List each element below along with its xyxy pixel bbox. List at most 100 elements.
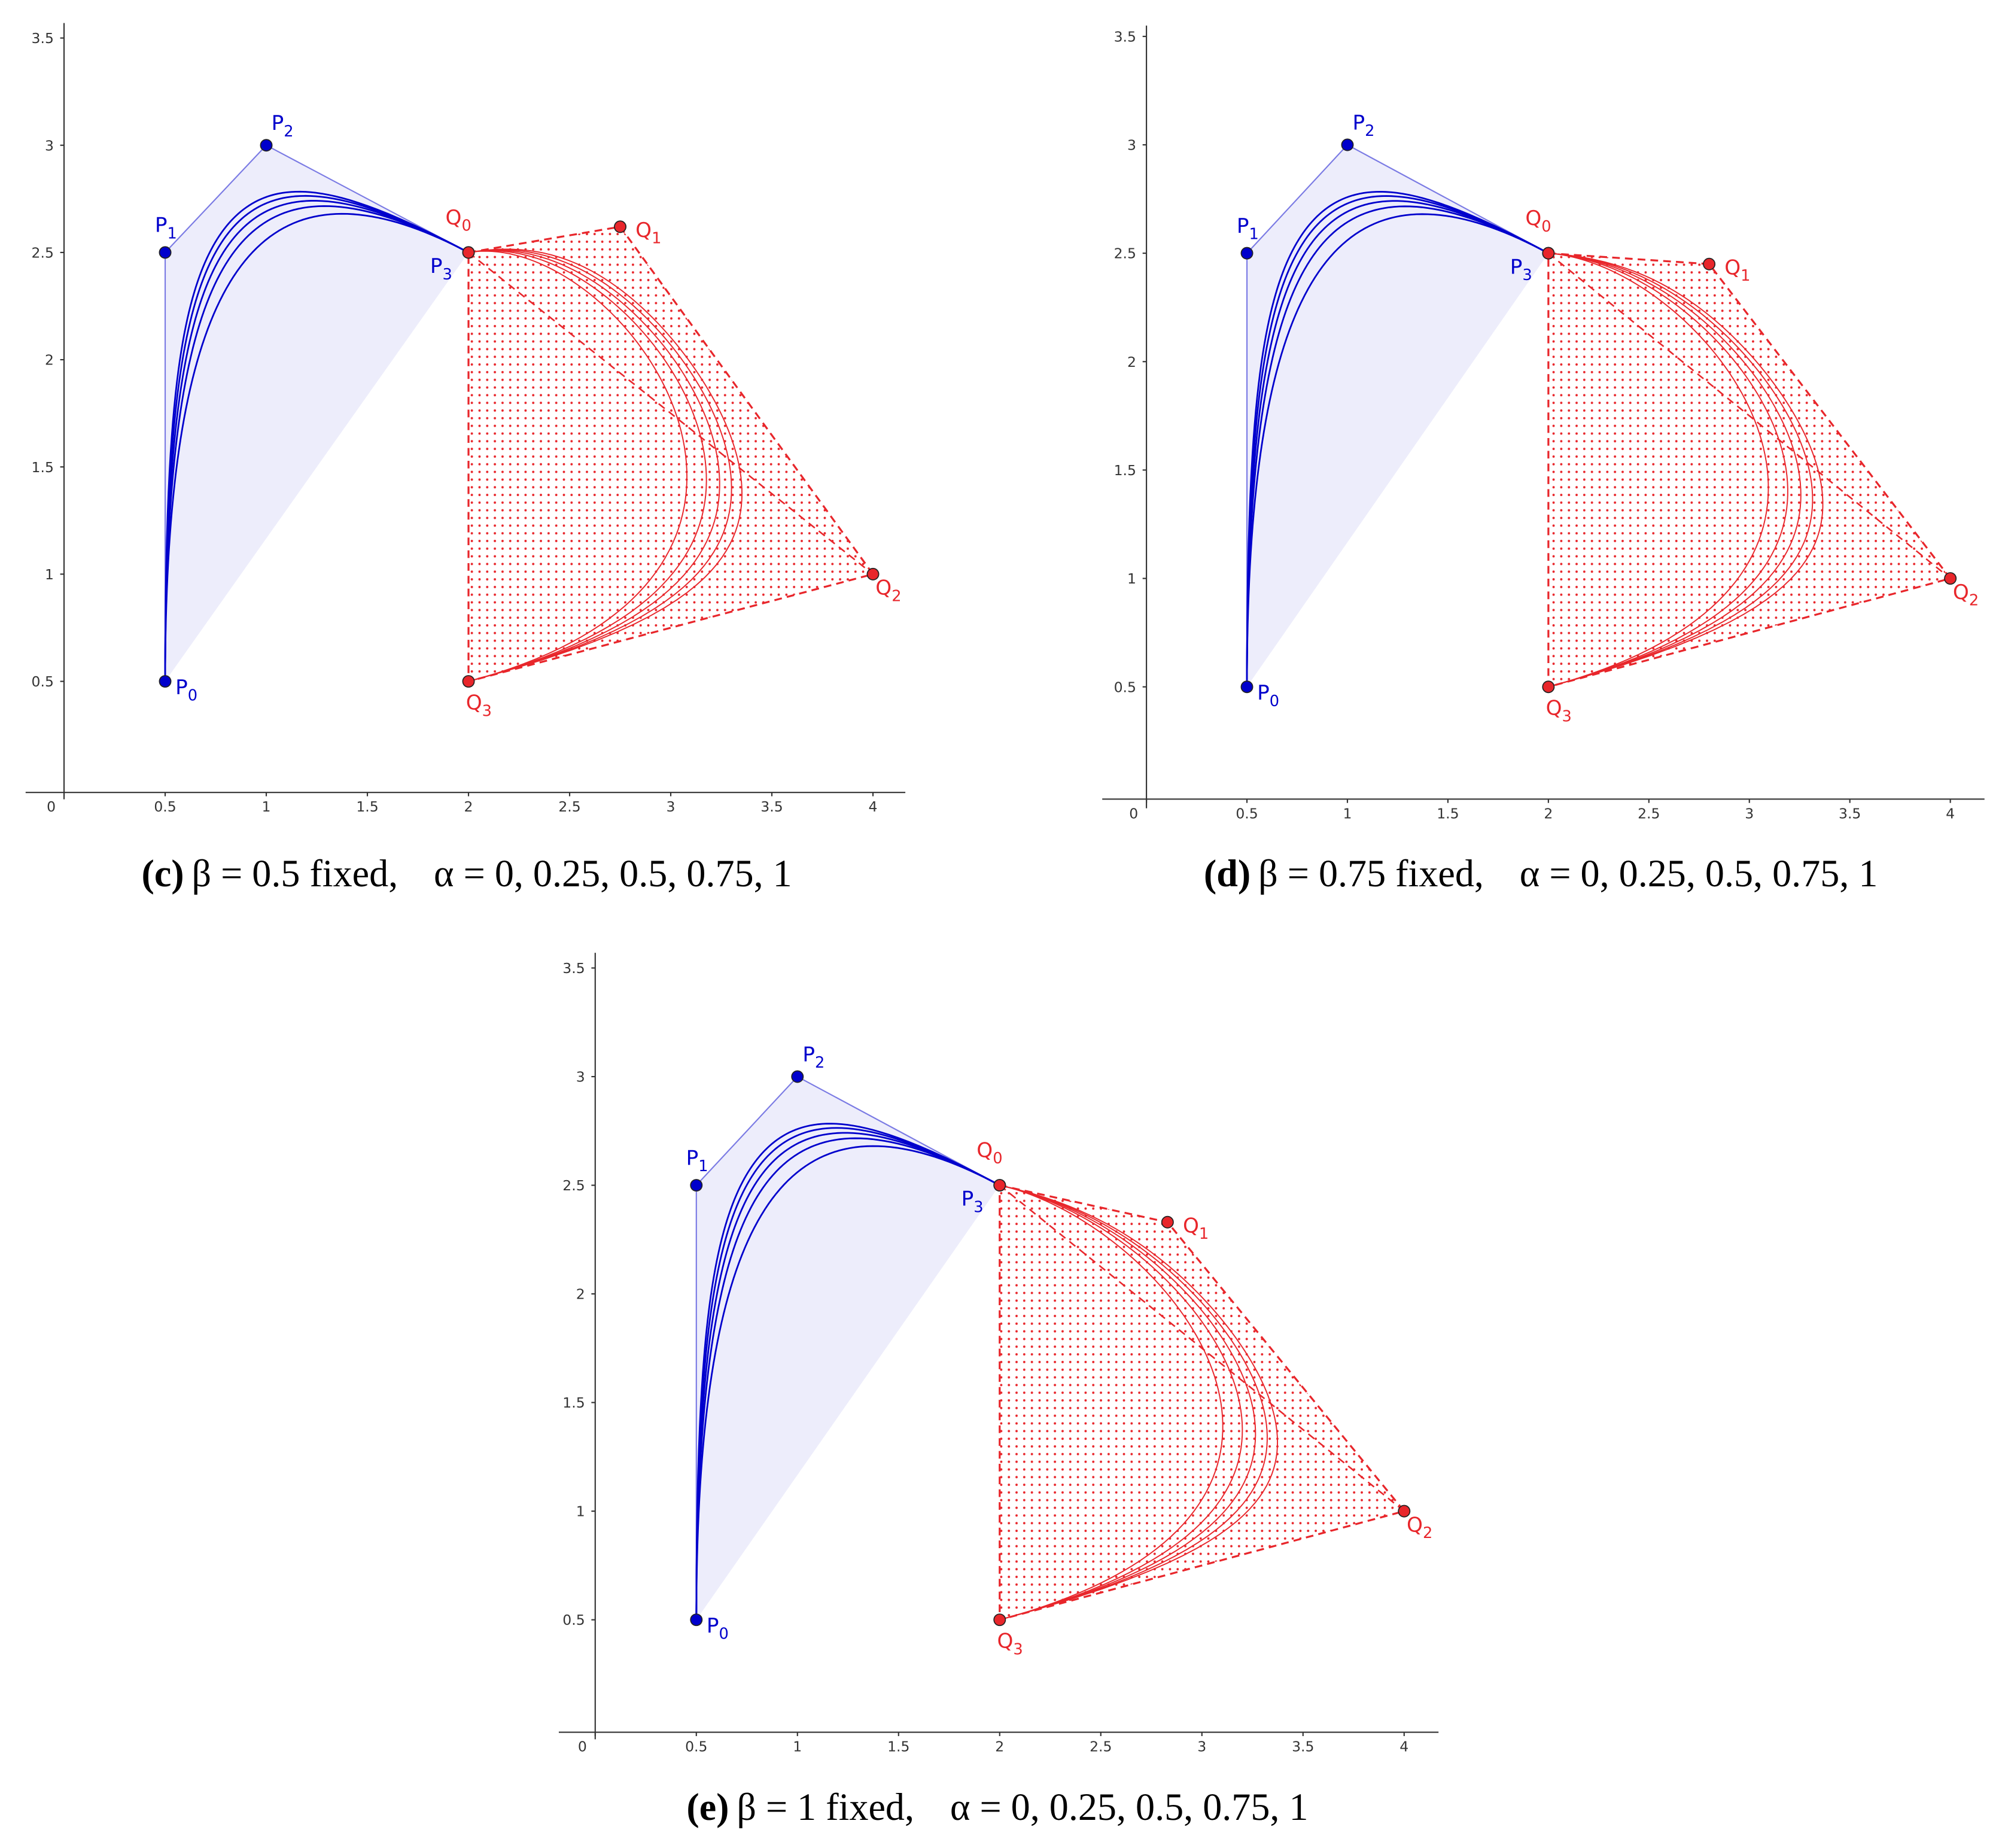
point-label: P2 [272, 111, 294, 141]
point-label: P3 [430, 254, 452, 284]
x-tick-label: 4 [1946, 805, 1955, 822]
point-index: 0 [188, 687, 197, 705]
point-label: Q2 [1953, 580, 1979, 610]
curve [1548, 253, 1814, 688]
caption-beta: β = 0.5 fixed, [191, 852, 398, 895]
curve [1246, 213, 1549, 687]
point-index: 0 [1270, 692, 1279, 710]
point-index: 0 [1541, 218, 1551, 236]
y-tick-label: 1 [576, 1503, 585, 1520]
y-tick-label: 3 [45, 137, 54, 154]
y-tick-label: 2.5 [32, 244, 54, 261]
curve [164, 205, 469, 682]
control-hull [999, 1185, 1404, 1620]
point-index: 3 [482, 702, 492, 720]
x-tick-label: 3.5 [1839, 805, 1861, 822]
y-tick-label: 2 [576, 1286, 585, 1303]
curve [695, 1127, 1000, 1620]
control-polygon [164, 144, 469, 682]
point-name: Q [635, 218, 652, 242]
y-tick-label: 3.5 [32, 30, 54, 47]
y-tick-label: 3.5 [1114, 28, 1136, 45]
x-tick-label: 0 [578, 1738, 587, 1755]
caption-alpha: α = 0, 0.25, 0.5, 0.75, 1 [434, 852, 792, 895]
point-label: Q0 [1525, 206, 1551, 236]
point-name: Q [446, 206, 462, 230]
control-point [1240, 247, 1253, 260]
curve [999, 1184, 1268, 1621]
point-name: P [1353, 111, 1365, 135]
y-tick-label: 0.5 [1114, 679, 1136, 695]
curve [999, 1184, 1256, 1621]
curve [164, 200, 469, 682]
point-label: P0 [1257, 681, 1279, 710]
panel: 0 0.5 1 1.5 2 2.5 3 3.5 40.511.522.533.5P0P1P2P3… [1102, 25, 1985, 895]
control-point [690, 1613, 703, 1627]
point-index: 2 [1969, 591, 1979, 609]
caption-beta: β = 0.75 fixed, [1258, 852, 1484, 895]
y-tick-label: 0.5 [32, 673, 54, 690]
point-label: Q3 [997, 1630, 1023, 1659]
caption: (e) β = 1 fixed, α = 0, 0.25, 0.5, 0.75, 1 [686, 1786, 1308, 1828]
point-label: Q1 [1183, 1214, 1209, 1243]
point-index: 0 [993, 1150, 1002, 1168]
point-label: Q0 [446, 206, 471, 235]
point-name: P [430, 254, 443, 278]
point-label: P1 [686, 1146, 708, 1175]
point-index: 1 [1249, 226, 1259, 244]
point-index: 0 [719, 1625, 729, 1643]
curve [999, 1184, 1243, 1621]
x-tick-label: 0.5 [685, 1738, 707, 1755]
point-name: Q [1525, 206, 1541, 230]
x-tick-label: 2.5 [1090, 1738, 1112, 1755]
point-name: P [272, 111, 284, 135]
curve [695, 1145, 1000, 1620]
curve [1246, 205, 1549, 687]
point-index: 2 [1423, 1524, 1432, 1542]
control-diagonal [1548, 253, 1951, 579]
panel: 0 0.5 1 1.5 2 2.5 3 3.5 40.511.522.533.5P0P1P2P3… [558, 953, 1439, 1828]
curve [1548, 253, 1769, 688]
point-name: P [155, 214, 168, 238]
point-name: Q [997, 1630, 1014, 1654]
curve [468, 250, 720, 682]
y-tick-label: 3 [1127, 137, 1136, 154]
caption-alpha: α = 0, 0.25, 0.5, 0.75, 1 [1520, 852, 1878, 895]
x-tick-label: 2 [464, 798, 473, 815]
point-index: 1 [698, 1157, 708, 1175]
point-name: P [1257, 681, 1270, 705]
point-label: P0 [707, 1614, 729, 1643]
control-point [159, 675, 172, 688]
control-point [462, 246, 475, 259]
point-label: Q1 [635, 218, 661, 248]
y-tick-label: 2.5 [1114, 245, 1136, 262]
x-tick-label: 0.5 [1236, 805, 1258, 822]
point-index: 2 [815, 1054, 824, 1072]
caption-tag: (e) [686, 1786, 729, 1828]
x-tick-label: 1.5 [356, 798, 378, 815]
curve [1548, 253, 1788, 688]
point-name: Q [1183, 1214, 1199, 1238]
y-tick-label: 1.5 [32, 459, 54, 476]
curve [999, 1184, 1279, 1621]
control-hull [1548, 253, 1951, 687]
y-tick-label: 2 [45, 352, 54, 369]
curve [468, 248, 743, 682]
point-label: Q2 [1407, 1513, 1432, 1542]
y-tick-label: 1.5 [562, 1394, 585, 1411]
point-label: P3 [1510, 255, 1532, 284]
curve [468, 250, 707, 682]
curve [999, 1184, 1224, 1621]
point-index: 3 [1013, 1640, 1023, 1658]
control-point [993, 1613, 1006, 1627]
point-name: P [686, 1146, 699, 1170]
control-polygon [695, 1075, 1000, 1620]
control-point [462, 675, 475, 688]
point-label: P1 [1237, 214, 1259, 244]
point-name: P [707, 1614, 719, 1638]
control-point [791, 1070, 804, 1083]
control-diagonal [999, 1184, 1405, 1512]
point-label: P2 [1353, 111, 1375, 140]
control-hull [165, 145, 469, 682]
point-index: 3 [1522, 266, 1532, 284]
